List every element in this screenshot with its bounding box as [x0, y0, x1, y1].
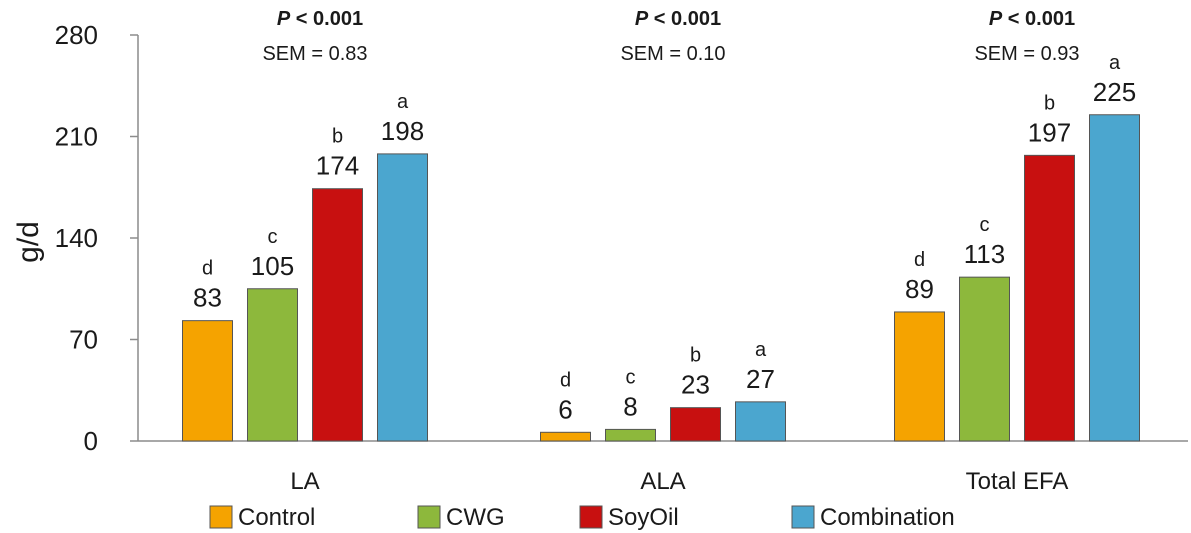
legend-label: CWG	[446, 504, 505, 531]
data-label: 197	[1028, 117, 1071, 147]
significance-letter: a	[1109, 52, 1121, 74]
data-label: 225	[1093, 77, 1136, 107]
significance-letter: d	[202, 258, 213, 280]
legend: Control CWG SoyOil Combination	[209, 504, 955, 531]
category-label: ALA	[640, 468, 685, 495]
legend-swatch	[579, 505, 603, 529]
legend-swatch	[417, 505, 441, 529]
legend-swatch	[791, 505, 815, 529]
y-tick-label: 210	[55, 122, 98, 152]
sem-label: SEM = 0.10	[620, 43, 725, 65]
legend-label: Combination	[820, 504, 955, 531]
bar-soyoil-la	[312, 188, 363, 442]
bar-control-total-efa	[894, 311, 945, 442]
data-label: 89	[905, 274, 934, 304]
bar-cwg-total-efa	[959, 276, 1010, 442]
data-label: 174	[316, 151, 359, 181]
bar-control-ala	[540, 431, 591, 442]
legend-label: Control	[238, 504, 315, 531]
p-value-label: P < 0.001	[635, 8, 721, 30]
bar-combination-total-efa	[1089, 114, 1140, 442]
data-label: 105	[251, 251, 294, 281]
data-label: 113	[964, 239, 1005, 269]
legend-swatch	[209, 505, 233, 529]
significance-letter: d	[560, 369, 571, 391]
data-label: 27	[746, 364, 775, 394]
significance-letter: c	[626, 366, 636, 388]
bar-cwg-ala	[605, 428, 656, 442]
bar-control-la	[182, 320, 233, 442]
y-axis-label: g/d	[12, 221, 45, 263]
sem-label: SEM = 0.83	[262, 43, 367, 65]
y-tick-label: 70	[69, 325, 98, 355]
data-label: 198	[381, 116, 424, 146]
significance-letter: d	[914, 249, 925, 271]
p-value-label: P < 0.001	[989, 8, 1075, 30]
bar-soyoil-ala	[670, 407, 721, 442]
significance-letter: c	[268, 226, 278, 248]
significance-letter: a	[397, 91, 409, 113]
bar-combination-la	[377, 153, 428, 442]
data-label: 83	[193, 283, 222, 313]
bar-combination-ala	[735, 401, 786, 442]
significance-letter: b	[1044, 92, 1055, 114]
significance-letter: b	[332, 126, 343, 148]
bars-group	[182, 114, 1140, 442]
labels-group: LA P < 0.001 SEM = 0.83 83 d 105 c 174 b 198 a ALA P…	[193, 8, 1136, 495]
significance-letter: c	[980, 214, 990, 236]
data-label: 23	[681, 370, 710, 400]
significance-letter: b	[690, 345, 701, 367]
category-label: Total EFA	[966, 468, 1069, 495]
category-label: LA	[290, 468, 319, 495]
y-tick-label: 280	[55, 20, 98, 50]
bar-cwg-la	[247, 288, 298, 442]
bar-soyoil-total-efa	[1024, 154, 1075, 442]
sem-label: SEM = 0.93	[974, 43, 1079, 65]
data-label: 6	[558, 394, 572, 424]
y-tick-label: 140	[55, 223, 98, 253]
p-value-label: P < 0.001	[277, 8, 363, 30]
legend-label: SoyOil	[608, 504, 679, 531]
significance-letter: a	[755, 339, 767, 361]
data-label: 8	[623, 391, 637, 421]
y-tick-label: 0	[84, 426, 98, 456]
